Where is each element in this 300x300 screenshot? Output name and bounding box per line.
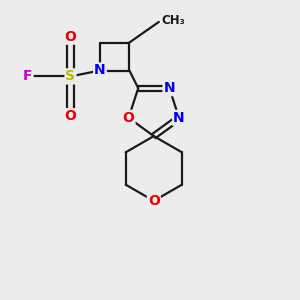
Text: N: N	[94, 64, 106, 77]
Text: O: O	[123, 111, 134, 125]
Text: N: N	[164, 81, 175, 95]
Text: O: O	[64, 109, 76, 123]
Text: O: O	[64, 30, 76, 44]
Text: O: O	[148, 194, 160, 208]
Text: F: F	[23, 69, 33, 83]
Text: N: N	[173, 111, 185, 125]
Text: S: S	[65, 69, 76, 83]
Text: CH₃: CH₃	[162, 14, 185, 27]
